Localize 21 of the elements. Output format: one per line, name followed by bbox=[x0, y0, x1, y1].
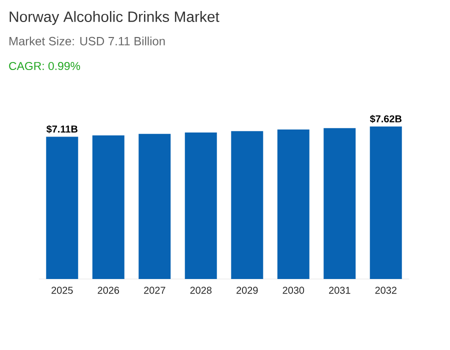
data-label: $7.62B bbox=[370, 114, 402, 124]
bar bbox=[370, 126, 402, 279]
chart-subtitle: Market Size: USD 7.11 Billion bbox=[10, 36, 165, 46]
bar bbox=[324, 128, 356, 279]
x-tick-label: 2028 bbox=[190, 286, 212, 294]
x-tick-label: 2031 bbox=[329, 286, 350, 294]
bar bbox=[277, 130, 310, 279]
x-tick-label: 2025 bbox=[52, 286, 73, 294]
x-tick-label: 2029 bbox=[236, 286, 258, 294]
bar bbox=[92, 135, 124, 279]
bar bbox=[231, 131, 264, 279]
bar bbox=[46, 136, 78, 279]
chart-title: Norway Alcoholic Drinks Market bbox=[10, 11, 220, 25]
bar bbox=[138, 134, 171, 279]
text: CAGR: 0.99% bbox=[9, 62, 80, 70]
bar bbox=[184, 132, 217, 279]
x-tick-label: 2030 bbox=[282, 286, 304, 294]
x-tick-label: 2032 bbox=[375, 286, 396, 294]
x-tick-label: 2027 bbox=[144, 286, 166, 294]
x-tick-label: 2026 bbox=[98, 286, 120, 294]
data-label: $7.11B bbox=[46, 125, 78, 134]
